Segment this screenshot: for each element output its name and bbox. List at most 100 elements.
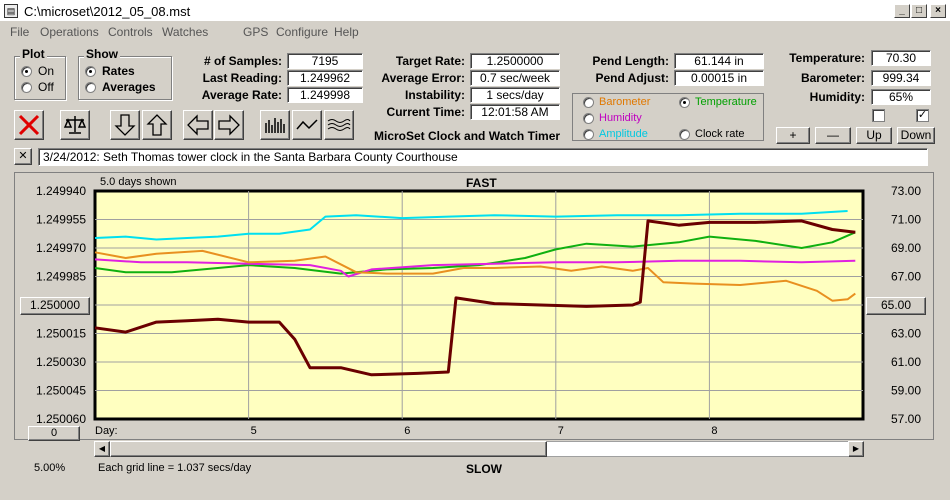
menu-controls[interactable]: Controls <box>108 25 153 39</box>
series-humidity <box>94 258 856 278</box>
humidity-radio[interactable] <box>583 113 594 124</box>
show-rates-radio[interactable] <box>85 66 96 77</box>
temperature-option-label: Temperature <box>695 96 757 108</box>
checkbox-left[interactable] <box>872 109 885 122</box>
menu-operations[interactable]: Operations <box>40 25 99 39</box>
menu-configure[interactable]: Configure <box>276 25 329 39</box>
scroll-thumb[interactable] <box>110 441 547 457</box>
current-time-label: Current Time: <box>386 105 465 119</box>
target-rate-label: Target Rate: <box>395 54 465 68</box>
arrow-down-button[interactable] <box>110 110 140 140</box>
left-tick-label: 1.250060 <box>36 412 86 426</box>
percent-label: 5.00% <box>34 462 66 474</box>
line-view-button[interactable] <box>292 110 322 140</box>
menu-watches[interactable]: Watches <box>162 25 209 39</box>
plot-off-radio[interactable] <box>21 82 32 93</box>
wave-view-button[interactable] <box>324 110 354 140</box>
plot-group-label: Plot <box>20 47 47 61</box>
arrow-left-button[interactable] <box>183 110 213 140</box>
series-lines <box>94 210 856 377</box>
right-tick-label: 69.00 <box>891 241 921 255</box>
scale-down-button[interactable]: Down <box>897 127 935 144</box>
clock-rate-radio[interactable] <box>679 129 690 140</box>
show-rates-label: Rates <box>102 64 135 78</box>
minimize-button[interactable]: _ <box>894 4 910 18</box>
arrow-down-icon <box>114 114 136 136</box>
show-averages-radio[interactable] <box>85 82 96 93</box>
scroll-left-button[interactable]: ◀ <box>94 441 110 457</box>
note-field[interactable]: 3/24/2012: Seth Thomas tower clock in th… <box>38 148 928 166</box>
temperature-radio[interactable] <box>679 97 690 108</box>
amplitude-radio[interactable] <box>583 129 594 140</box>
series-selector <box>572 93 764 141</box>
plot-on-label: On <box>38 64 55 78</box>
instability-label: Instability: <box>404 88 465 102</box>
scale-minus-button[interactable]: — <box>815 127 851 144</box>
last-reading-label: Last Reading: <box>202 71 282 85</box>
right-tick-label: 71.00 <box>891 213 921 227</box>
average-error-label: Average Error: <box>381 71 465 85</box>
app-icon[interactable]: ▤ <box>4 4 18 18</box>
fast-label: FAST <box>466 176 497 190</box>
left-axis-ticks: 1.249940 1.249955 1.249970 1.249985 1.250015… <box>36 184 86 426</box>
rate-chart: 1.249940 1.249955 1.249970 1.249985 1.250015… <box>36 184 921 437</box>
show-group <box>78 56 172 100</box>
right-tick-label: 67.00 <box>891 270 921 284</box>
bar-graph-icon <box>265 118 285 133</box>
scroll-right-button[interactable]: ▶ <box>848 441 864 457</box>
center-left-button[interactable]: 1.250000 <box>20 297 90 315</box>
menu-help[interactable]: Help <box>334 25 359 39</box>
current-time-field: 12:01:58 AM <box>470 104 560 120</box>
arrow-right-button[interactable] <box>214 110 244 140</box>
humidity-option-label: Humidity <box>599 112 642 124</box>
scale-balance-icon <box>63 116 87 134</box>
samples-label: # of Samples: <box>203 54 282 68</box>
right-tick-label: 57.00 <box>891 412 921 426</box>
scroll-track[interactable] <box>547 442 848 456</box>
center-right-button[interactable]: 65.00 <box>866 297 926 315</box>
bars-view-button[interactable] <box>260 110 290 140</box>
average-error-field: 0.7 sec/week <box>470 70 560 86</box>
menu-file[interactable]: File <box>10 25 30 39</box>
left-tick-label: 1.250015 <box>36 327 86 341</box>
slow-label: SLOW <box>466 462 502 476</box>
left-tick-label: 1.249940 <box>36 184 86 198</box>
scale-up-button[interactable]: Up <box>856 127 892 144</box>
arrow-left-icon <box>187 114 209 136</box>
series-barometer <box>94 249 856 302</box>
series-temperature <box>94 231 856 275</box>
left-tick-label: 1.249985 <box>36 270 86 284</box>
barometer-radio[interactable] <box>583 97 594 108</box>
close-button[interactable]: × <box>930 4 946 18</box>
days-shown-label: 5.0 days shown <box>100 176 177 188</box>
maximize-button[interactable]: □ <box>911 4 927 18</box>
plot-on-radio[interactable] <box>21 66 32 77</box>
arrow-up-icon <box>146 114 168 136</box>
average-rate-field: 1.249998 <box>287 87 363 103</box>
line-graph-icon <box>296 119 318 130</box>
pend-length-label: Pend Length: <box>592 54 669 68</box>
balance-button[interactable] <box>60 110 90 140</box>
right-tick-label: 61.00 <box>891 355 921 369</box>
zero-button[interactable]: 0 <box>28 426 80 441</box>
pend-adjust-label: Pend Adjust: <box>595 71 669 85</box>
arrow-up-button[interactable] <box>142 110 172 140</box>
series-amplitude <box>94 210 848 241</box>
red-x-icon <box>18 114 40 136</box>
left-tick-label: 1.250030 <box>36 355 86 369</box>
series-clock-rate <box>94 219 856 377</box>
note-close-button[interactable]: ✕ <box>14 148 32 165</box>
instability-field: 1 secs/day <box>470 87 560 103</box>
scale-plus-button[interactable]: + <box>776 127 810 144</box>
x-tick-label: 7 <box>558 425 564 437</box>
amplitude-option-label: Amplitude <box>599 128 648 140</box>
checkbox-right[interactable]: ✓ <box>916 109 929 122</box>
window-title: C:\microset\2012_05_08.mst <box>24 4 191 19</box>
pend-length-field[interactable]: 61.144 in <box>674 53 764 69</box>
barometer-label: Barometer: <box>800 71 865 85</box>
clear-button[interactable] <box>14 110 44 140</box>
x-axis-label: Day: <box>95 425 118 437</box>
target-rate-field[interactable]: 1.2500000 <box>470 53 560 69</box>
menu-gps[interactable]: GPS <box>243 25 269 39</box>
show-group-label: Show <box>84 47 120 61</box>
